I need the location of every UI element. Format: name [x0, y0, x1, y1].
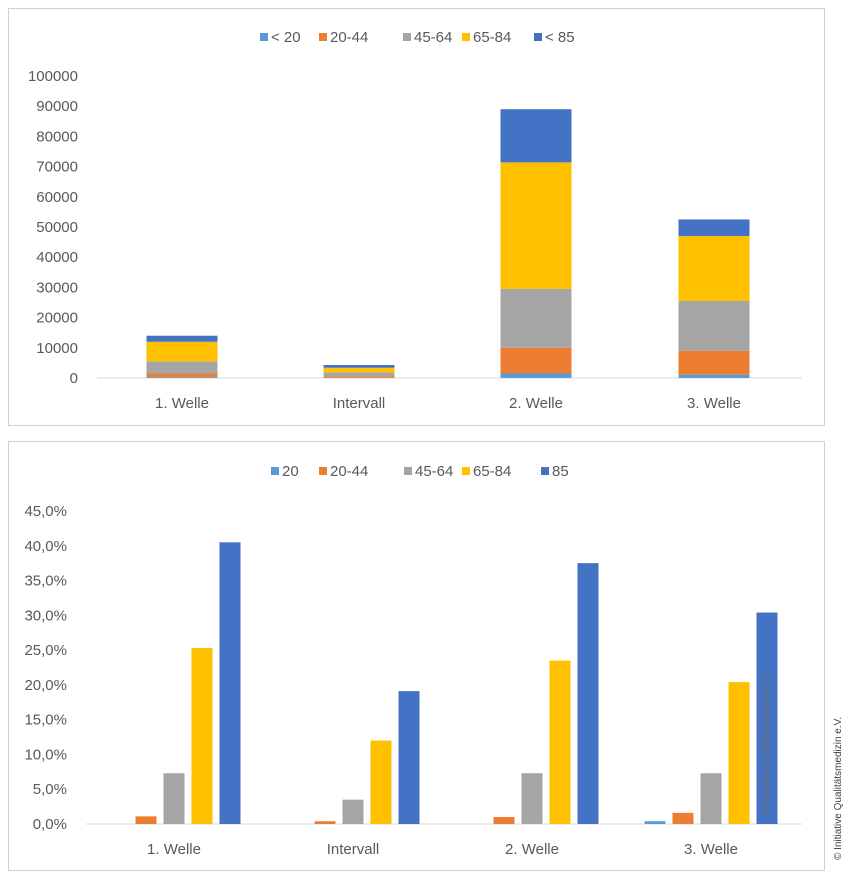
x-tick-label: 1. Welle: [155, 395, 209, 412]
y-tick-label: 35,0%: [24, 573, 67, 590]
bar-4-0: [146, 335, 218, 342]
legend-label-4: < 85: [545, 29, 575, 46]
bar-4-3: [678, 219, 750, 237]
y-tick-label: 70000: [36, 159, 78, 176]
bar-2-2: [500, 288, 572, 348]
bar-0-3: [678, 374, 750, 378]
legend-swatch-2: [404, 467, 412, 475]
bar-1-3: [672, 812, 694, 824]
chart-watermark: © Initiative Qualitätsmedizin e.V.: [761, 672, 772, 816]
legend-label-3: 65-84: [473, 463, 511, 480]
stacked-bar-chart: < 20 20-44 45-64 65-84 < 85 0 10000 20000 30000 4…: [28, 29, 802, 412]
legend-swatch-3: [462, 467, 470, 475]
bar-1-0: [146, 373, 218, 378]
legend-swatch-0: [260, 33, 268, 41]
bar-3-2: [549, 660, 571, 824]
bar-0-3: [644, 821, 666, 824]
bar-3-2: [500, 162, 572, 289]
y-tick-label: 45,0%: [24, 503, 67, 520]
y-tick-label: 50000: [36, 219, 78, 236]
y-tick-label: 25,0%: [24, 642, 67, 659]
bar-2-0: [163, 773, 185, 824]
bar-2-0: [146, 361, 218, 374]
bar-3-3: [728, 682, 750, 824]
y-tick-label: 15,0%: [24, 712, 67, 729]
legend-swatch-2: [403, 33, 411, 41]
y-tick-label: 100000: [28, 68, 78, 85]
legend-swatch-1: [319, 33, 327, 41]
bar-4-2: [500, 109, 572, 163]
bar-3-0: [191, 648, 213, 824]
legend-label-0: 20: [282, 463, 299, 480]
x-tick-label: 2. Welle: [505, 841, 559, 858]
y-tick-label: 10,0%: [24, 746, 67, 763]
legend-swatch-0: [271, 467, 279, 475]
legend-label-2: 45-64: [414, 29, 452, 46]
bar-0-0: [146, 377, 218, 378]
grouped-bar-chart: 20 20-44 45-64 65-84 85 0,0% 5,0% 10,0% 15,0% 20,…: [24, 463, 802, 858]
y-tick-label: 80000: [36, 128, 78, 145]
x-tick-label: 3. Welle: [684, 841, 738, 858]
y-tick-label: 30000: [36, 279, 78, 296]
bar-4-1: [323, 365, 395, 368]
bar-4-3: [756, 612, 778, 824]
y-tick-label: 0: [70, 370, 78, 387]
bar-2-1: [323, 372, 395, 377]
y-tick-label: 20,0%: [24, 677, 67, 694]
legend-label-1: 20-44: [330, 29, 368, 46]
x-tick-label: 3. Welle: [687, 395, 741, 412]
legend-swatch-3: [462, 33, 470, 41]
bar-0-2: [500, 373, 572, 378]
bar-2-1: [342, 799, 364, 824]
legend-swatch-4: [534, 33, 542, 41]
bar-4-0: [219, 542, 241, 824]
legend-swatch-1: [319, 467, 327, 475]
legend-label-0: < 20: [271, 29, 301, 46]
stacked-bar-chart-panel: < 20 20-44 45-64 65-84 < 85 0 10000 20000 30000 4…: [8, 8, 825, 426]
bar-3-1: [370, 740, 392, 824]
legend-label-2: 45-64: [415, 463, 453, 480]
y-tick-label: 90000: [36, 98, 78, 115]
bar-3-1: [323, 367, 395, 373]
copyright-note: © Initiative Qualitätsmedizin e.V.: [833, 716, 844, 860]
legend-label-4: 85: [552, 463, 569, 480]
y-tick-label: 40000: [36, 249, 78, 266]
x-tick-label: 2. Welle: [509, 395, 563, 412]
y-tick-label: 0,0%: [33, 816, 67, 833]
bar-1-0: [135, 816, 157, 824]
bar-1-2: [493, 817, 515, 824]
bar-3-0: [146, 341, 218, 362]
x-tick-label: 1. Welle: [147, 841, 201, 858]
bar-2-3: [678, 300, 750, 351]
y-tick-label: 5,0%: [33, 781, 67, 798]
y-tick-label: 10000: [36, 340, 78, 357]
grouped-bar-chart-panel: 20 20-44 45-64 65-84 85 0,0% 5,0% 10,0% 15,0% 20,…: [8, 441, 825, 871]
bar-2-2: [521, 773, 543, 824]
y-tick-label: 60000: [36, 189, 78, 206]
y-tick-label: 20000: [36, 310, 78, 327]
bar-2-3: [700, 773, 722, 824]
x-tick-label: Intervall: [327, 841, 380, 858]
legend-swatch-4: [541, 467, 549, 475]
legend-label-3: 65-84: [473, 29, 511, 46]
bar-1-1: [314, 821, 336, 824]
bar-1-2: [500, 347, 572, 374]
bar-3-3: [678, 236, 750, 301]
bar-4-1: [398, 691, 420, 824]
y-tick-label: 40,0%: [24, 538, 67, 555]
bar-4-2: [577, 563, 599, 824]
bar-1-3: [678, 350, 750, 375]
legend-label-1: 20-44: [330, 463, 368, 480]
bar-1-1: [323, 376, 395, 378]
y-tick-label: 30,0%: [24, 607, 67, 624]
x-tick-label: Intervall: [333, 395, 386, 412]
